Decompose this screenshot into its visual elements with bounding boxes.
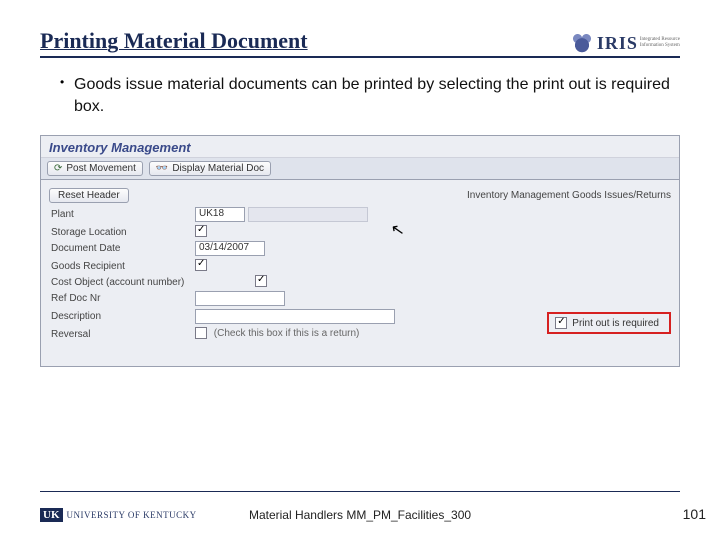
document-date-label: Document Date [49,241,189,256]
iris-flower-icon [571,32,593,54]
sap-app-title: Inventory Management [41,136,679,158]
cost-object-label: Cost Object (account number) [49,275,189,288]
plant-label: Plant [49,207,189,222]
goods-recipient-label: Goods Recipient [49,259,189,272]
slide-title: Printing Material Document [40,28,308,54]
sap-screenshot: Inventory Management ⟳ Post Movement 👓 D… [40,135,680,367]
plant-input[interactable]: UK18 [195,207,245,222]
iris-logo: IRIS Integrated ResourceInformation Syst… [571,32,680,54]
iris-logo-text: IRIS [597,33,638,54]
description-input[interactable] [195,309,395,324]
printout-required-checkbox[interactable] [555,317,567,329]
reversal-hint: (Check this box if this is a return) [214,328,360,339]
description-label: Description [49,309,189,324]
glasses-icon: 👓 [156,163,168,174]
iris-logo-sub: Integrated ResourceInformation System [640,37,680,49]
sap-body: ↖ Reset Header Inventory Management Good… [41,180,679,344]
plant-desc-input [248,207,368,222]
footer-center-text: Material Handlers MM_PM_Facilities_300 [0,508,720,522]
cost-object-checkbox[interactable] [255,275,267,287]
post-movement-label: Post Movement [66,163,135,174]
display-material-doc-button[interactable]: 👓 Display Material Doc [149,161,271,176]
display-material-doc-label: Display Material Doc [172,163,264,174]
ref-doc-label: Ref Doc Nr [49,291,189,306]
goods-recipient-checkbox[interactable] [195,259,207,271]
bullet-text: Goods issue material documents can be pr… [74,74,680,117]
reset-header-button[interactable]: Reset Header [49,188,129,203]
sap-toolbar: ⟳ Post Movement 👓 Display Material Doc [41,158,679,180]
document-date-input[interactable]: 03/14/2007 [195,241,265,256]
page-number: 101 [683,506,706,522]
printout-required-label: Print out is required [572,318,659,329]
reversal-checkbox[interactable] [195,327,207,339]
bullet-dot: • [60,74,74,117]
post-movement-button[interactable]: ⟳ Post Movement [47,161,143,176]
title-row: Printing Material Document IRIS Integrat… [40,28,680,58]
refresh-icon: ⟳ [54,163,62,174]
storage-location-checkbox[interactable] [195,225,207,237]
printout-required-box: Print out is required [547,312,671,334]
section-label: Inventory Management Goods Issues/Return… [467,190,671,201]
reversal-label: Reversal [49,327,189,340]
ref-doc-input[interactable] [195,291,285,306]
bullet-block: • Goods issue material documents can be … [40,74,680,117]
storage-location-label: Storage Location [49,225,189,238]
footer-divider [40,491,680,492]
